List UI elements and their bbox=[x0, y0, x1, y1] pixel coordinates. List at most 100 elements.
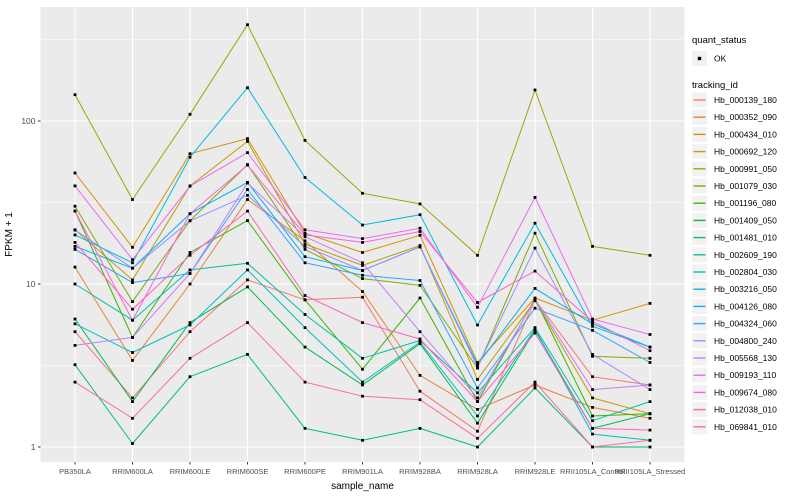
data-point bbox=[361, 191, 364, 195]
data-point bbox=[246, 219, 249, 222]
data-point bbox=[418, 202, 422, 206]
data-point bbox=[303, 345, 307, 349]
data-point bbox=[188, 219, 192, 223]
x-axis-title: sample_name bbox=[331, 481, 394, 492]
data-point bbox=[246, 261, 249, 265]
data-point bbox=[131, 351, 134, 354]
data-point bbox=[303, 228, 307, 232]
y-tick-label: 100 bbox=[21, 116, 35, 126]
data-point bbox=[476, 301, 479, 304]
x-tick-label: RRIM928BA bbox=[399, 467, 441, 476]
data-point bbox=[73, 248, 77, 251]
data-point bbox=[591, 427, 594, 430]
data-point bbox=[418, 233, 422, 237]
data-point bbox=[246, 268, 249, 272]
data-point bbox=[591, 406, 594, 409]
legend-label-tracking-id: Hb_000991_050 bbox=[714, 164, 777, 174]
data-point bbox=[591, 245, 594, 248]
data-point bbox=[476, 408, 479, 411]
legend-label-tracking-id: Hb_069841_010 bbox=[714, 422, 777, 432]
data-point bbox=[361, 251, 364, 254]
data-point bbox=[591, 419, 594, 423]
data-point bbox=[131, 416, 134, 420]
data-point bbox=[361, 264, 364, 267]
legend-label-tracking-id: Hb_012038_010 bbox=[714, 405, 777, 415]
data-point bbox=[361, 277, 364, 280]
data-point bbox=[476, 421, 479, 425]
legend-entry: Hb_001196_080 bbox=[692, 195, 777, 211]
data-point bbox=[131, 318, 134, 322]
data-point bbox=[591, 320, 594, 323]
legend-title-tracking-id: tracking_id bbox=[692, 80, 738, 91]
legend-label-tracking-id: Hb_000434_010 bbox=[714, 129, 777, 139]
data-point bbox=[591, 354, 594, 358]
data-point bbox=[188, 253, 192, 257]
legend-label-tracking-id: Hb_005568_130 bbox=[714, 353, 777, 363]
data-point bbox=[591, 322, 594, 326]
legend-entry: Hb_002609_190 bbox=[692, 247, 777, 263]
data-point bbox=[131, 258, 134, 262]
data-point bbox=[188, 330, 192, 334]
data-point bbox=[188, 212, 192, 216]
data-point bbox=[73, 317, 77, 321]
data-point bbox=[648, 361, 652, 364]
data-points bbox=[73, 23, 652, 449]
legend-entry: Hb_004126_080 bbox=[692, 298, 777, 314]
data-point bbox=[73, 204, 77, 208]
data-point bbox=[418, 213, 422, 217]
data-point bbox=[476, 378, 479, 381]
legend-label-tracking-id: Hb_002609_190 bbox=[714, 250, 777, 260]
data-point bbox=[246, 137, 249, 140]
data-point bbox=[533, 386, 537, 390]
data-point bbox=[533, 287, 537, 290]
data-point bbox=[476, 253, 479, 257]
data-point bbox=[418, 226, 422, 230]
data-point bbox=[591, 328, 594, 332]
data-point bbox=[303, 255, 307, 259]
data-point bbox=[648, 383, 652, 387]
data-point bbox=[188, 152, 192, 156]
legend-entry: Hb_003216_050 bbox=[692, 281, 777, 297]
data-point bbox=[361, 321, 364, 324]
data-point bbox=[533, 331, 537, 335]
data-point bbox=[648, 445, 652, 449]
x-tick-label: RRIM928LA bbox=[457, 467, 498, 476]
data-point bbox=[303, 380, 307, 384]
data-point bbox=[246, 140, 249, 143]
data-point bbox=[648, 333, 652, 336]
data-point bbox=[131, 261, 134, 265]
data-point bbox=[361, 241, 364, 244]
legend-entry: Hb_000434_010 bbox=[692, 126, 777, 142]
data-point bbox=[476, 363, 479, 367]
data-point bbox=[73, 241, 77, 244]
data-point bbox=[648, 428, 652, 432]
data-point bbox=[131, 400, 134, 403]
data-point bbox=[303, 235, 307, 239]
data-point bbox=[591, 317, 594, 321]
data-point bbox=[131, 245, 134, 249]
data-point bbox=[591, 353, 594, 356]
legend-entry: Hb_005568_130 bbox=[692, 350, 777, 366]
legend-label-ok: OK bbox=[714, 54, 727, 64]
data-point bbox=[73, 322, 77, 326]
legend-entry: Hb_012038_010 bbox=[692, 402, 777, 418]
data-point bbox=[188, 251, 192, 254]
data-point bbox=[361, 383, 364, 387]
data-point bbox=[73, 363, 77, 367]
data-point bbox=[591, 414, 594, 418]
legend-entry: Hb_009193_110 bbox=[692, 367, 777, 383]
data-point bbox=[361, 394, 364, 398]
data-point bbox=[303, 248, 307, 251]
data-point bbox=[476, 305, 479, 309]
data-point bbox=[476, 361, 479, 364]
legend-entry: Hb_000991_050 bbox=[692, 161, 777, 177]
data-point bbox=[188, 272, 192, 275]
data-point bbox=[361, 380, 364, 384]
legend-label-tracking-id: Hb_001409_050 bbox=[714, 215, 777, 225]
data-point bbox=[533, 306, 537, 310]
data-point bbox=[246, 163, 249, 167]
data-point bbox=[246, 209, 249, 213]
x-tick-label: RRIM901LA bbox=[342, 467, 383, 476]
data-point bbox=[418, 337, 422, 341]
